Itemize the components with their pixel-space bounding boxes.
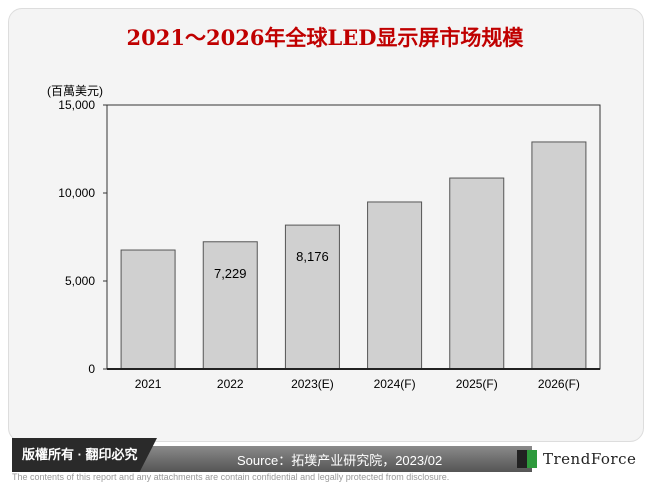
x-tick-label: 2022: [217, 377, 244, 391]
y-axis-unit: (百萬美元): [47, 84, 103, 98]
y-tick-label: 5,000: [65, 274, 95, 288]
bar-2022: [202, 241, 258, 370]
y-tick-label: 15,000: [58, 98, 95, 112]
footer: 版權所有 · 翻印必究 Source：拓墣产业研究院，2023/02 Trend…: [12, 438, 640, 472]
bar-chart: 0 5,000 10,000 15,000 2021 2022 7,229 2023(E) 8,…: [58, 98, 601, 391]
trendforce-logo: TrendForce: [517, 446, 636, 472]
data-label: 8,176: [296, 249, 329, 264]
data-label: 7,229: [214, 266, 247, 281]
x-tick-label: 2026(F): [538, 377, 580, 391]
copyright-text: 版權所有 · 翻印必究: [12, 438, 157, 472]
y-tick-label: 10,000: [58, 186, 95, 200]
x-tick-label: 2023(E): [291, 377, 334, 391]
y-tick-label: 0: [88, 362, 95, 376]
bar-2026(F): [531, 141, 587, 370]
logo-text: TrendForce: [543, 450, 637, 468]
chart-title: 2021～2026年全球LED显示屏市场规模: [126, 25, 524, 50]
source-text: Source：拓墣产业研究院，2023/02: [237, 453, 443, 468]
disclaimer: The contents of this report and any atta…: [12, 472, 450, 482]
bar-2023(E): [284, 224, 340, 370]
x-tick-label: 2025(F): [456, 377, 498, 391]
bar-2021: [120, 249, 176, 370]
bar-2025(F): [449, 177, 505, 370]
x-tick-label: 2021: [135, 377, 162, 391]
logo-mark-icon: [517, 450, 537, 468]
x-tick-label: 2024(F): [374, 377, 416, 391]
plot-area: [106, 104, 601, 370]
bar-2024(F): [367, 201, 423, 370]
